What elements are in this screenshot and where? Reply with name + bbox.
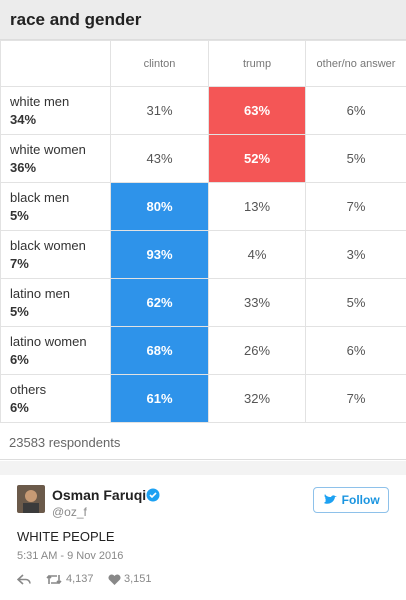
like-icon[interactable] bbox=[108, 574, 121, 585]
cell: 26% bbox=[208, 326, 306, 375]
table-row: others 6% 61% 32% 7% bbox=[0, 374, 406, 423]
row-label: white women 36% bbox=[0, 134, 111, 183]
cell: 3% bbox=[305, 230, 406, 279]
group-share: 6% bbox=[10, 399, 29, 415]
table-row: latino women 6% 68% 26% 6% bbox=[0, 326, 406, 375]
verified-badge bbox=[146, 488, 160, 502]
reply-icon[interactable] bbox=[17, 574, 31, 585]
cell: 52% bbox=[208, 134, 306, 183]
cell: 7% bbox=[305, 182, 406, 231]
table-title: race and gender bbox=[0, 0, 406, 40]
cell: 33% bbox=[208, 278, 306, 327]
follow-button[interactable]: Follow bbox=[313, 487, 389, 513]
row-label: latino women 6% bbox=[0, 326, 111, 375]
user-name[interactable]: Osman Faruqi bbox=[52, 487, 147, 503]
row-label: others 6% bbox=[0, 374, 111, 423]
table-footer: 23583 respondents bbox=[0, 426, 406, 460]
column-header: clinton bbox=[110, 40, 209, 87]
cell: 61% bbox=[110, 374, 209, 423]
tweet-card: Osman Faruqi @oz_f Follow WHITE PEOPLE 5… bbox=[0, 475, 406, 600]
table-head: clinton trump other/no answer bbox=[0, 40, 406, 87]
retweet-count: 4,137 bbox=[66, 573, 94, 585]
group-share: 6% bbox=[10, 351, 29, 367]
row-label: black men 5% bbox=[0, 182, 111, 231]
cell: 43% bbox=[110, 134, 209, 183]
row-label: white men 34% bbox=[0, 86, 111, 135]
header-row: clinton trump other/no answer bbox=[0, 40, 406, 87]
cell: 32% bbox=[208, 374, 306, 423]
table-row: black women 7% 93% 4% 3% bbox=[0, 230, 406, 279]
cell: 6% bbox=[305, 86, 406, 135]
group-share: 5% bbox=[10, 207, 29, 223]
table-row: black men 5% 80% 13% 7% bbox=[0, 182, 406, 231]
group-name: latino women bbox=[10, 333, 87, 349]
tweet-text: WHITE PEOPLE bbox=[17, 529, 115, 544]
row-label: latino men 5% bbox=[0, 278, 111, 327]
retweet-icon[interactable] bbox=[46, 574, 63, 585]
group-name: latino men bbox=[10, 285, 70, 301]
group-name: black women bbox=[10, 237, 86, 253]
column-header: other/no answer bbox=[305, 40, 406, 87]
like-count: 3,151 bbox=[124, 573, 152, 585]
cell: 5% bbox=[305, 278, 406, 327]
group-share: 5% bbox=[10, 303, 29, 319]
group-name: black men bbox=[10, 189, 70, 205]
group-share: 34% bbox=[10, 111, 37, 127]
group-share: 36% bbox=[10, 159, 37, 175]
bird-icon bbox=[324, 494, 338, 504]
follow-label: Follow bbox=[341, 493, 380, 507]
cell: 5% bbox=[305, 134, 406, 183]
table-row: white women 36% 43% 52% 5% bbox=[0, 134, 406, 183]
group-name: white women bbox=[10, 141, 86, 157]
table-row: latino men 5% 62% 33% 5% bbox=[0, 278, 406, 327]
cell: 7% bbox=[305, 374, 406, 423]
column-header: trump bbox=[208, 40, 306, 87]
cell: 63% bbox=[208, 86, 306, 135]
cell: 31% bbox=[110, 86, 209, 135]
avatar[interactable] bbox=[17, 485, 45, 513]
corner-cell bbox=[0, 40, 111, 87]
group-name: others bbox=[10, 381, 47, 397]
table-row: white men 34% 31% 63% 6% bbox=[0, 86, 406, 135]
group-share: 7% bbox=[10, 255, 29, 271]
separator bbox=[0, 461, 406, 475]
cell: 68% bbox=[110, 326, 209, 375]
cell: 80% bbox=[110, 182, 209, 231]
group-name: white men bbox=[10, 93, 70, 109]
cell: 13% bbox=[208, 182, 306, 231]
cell: 93% bbox=[110, 230, 209, 279]
row-label: black women 7% bbox=[0, 230, 111, 279]
tweet-date[interactable]: 5:31 AM - 9 Nov 2016 bbox=[17, 550, 124, 562]
cell: 6% bbox=[305, 326, 406, 375]
cell: 62% bbox=[110, 278, 209, 327]
cell: 4% bbox=[208, 230, 306, 279]
table: clinton trump other/no answer white men 34%… bbox=[0, 40, 406, 423]
user-handle[interactable]: @oz_f bbox=[52, 505, 87, 519]
table-body: white men 34% 31% 63% 6% white women 36% 43% 52%… bbox=[0, 86, 406, 423]
